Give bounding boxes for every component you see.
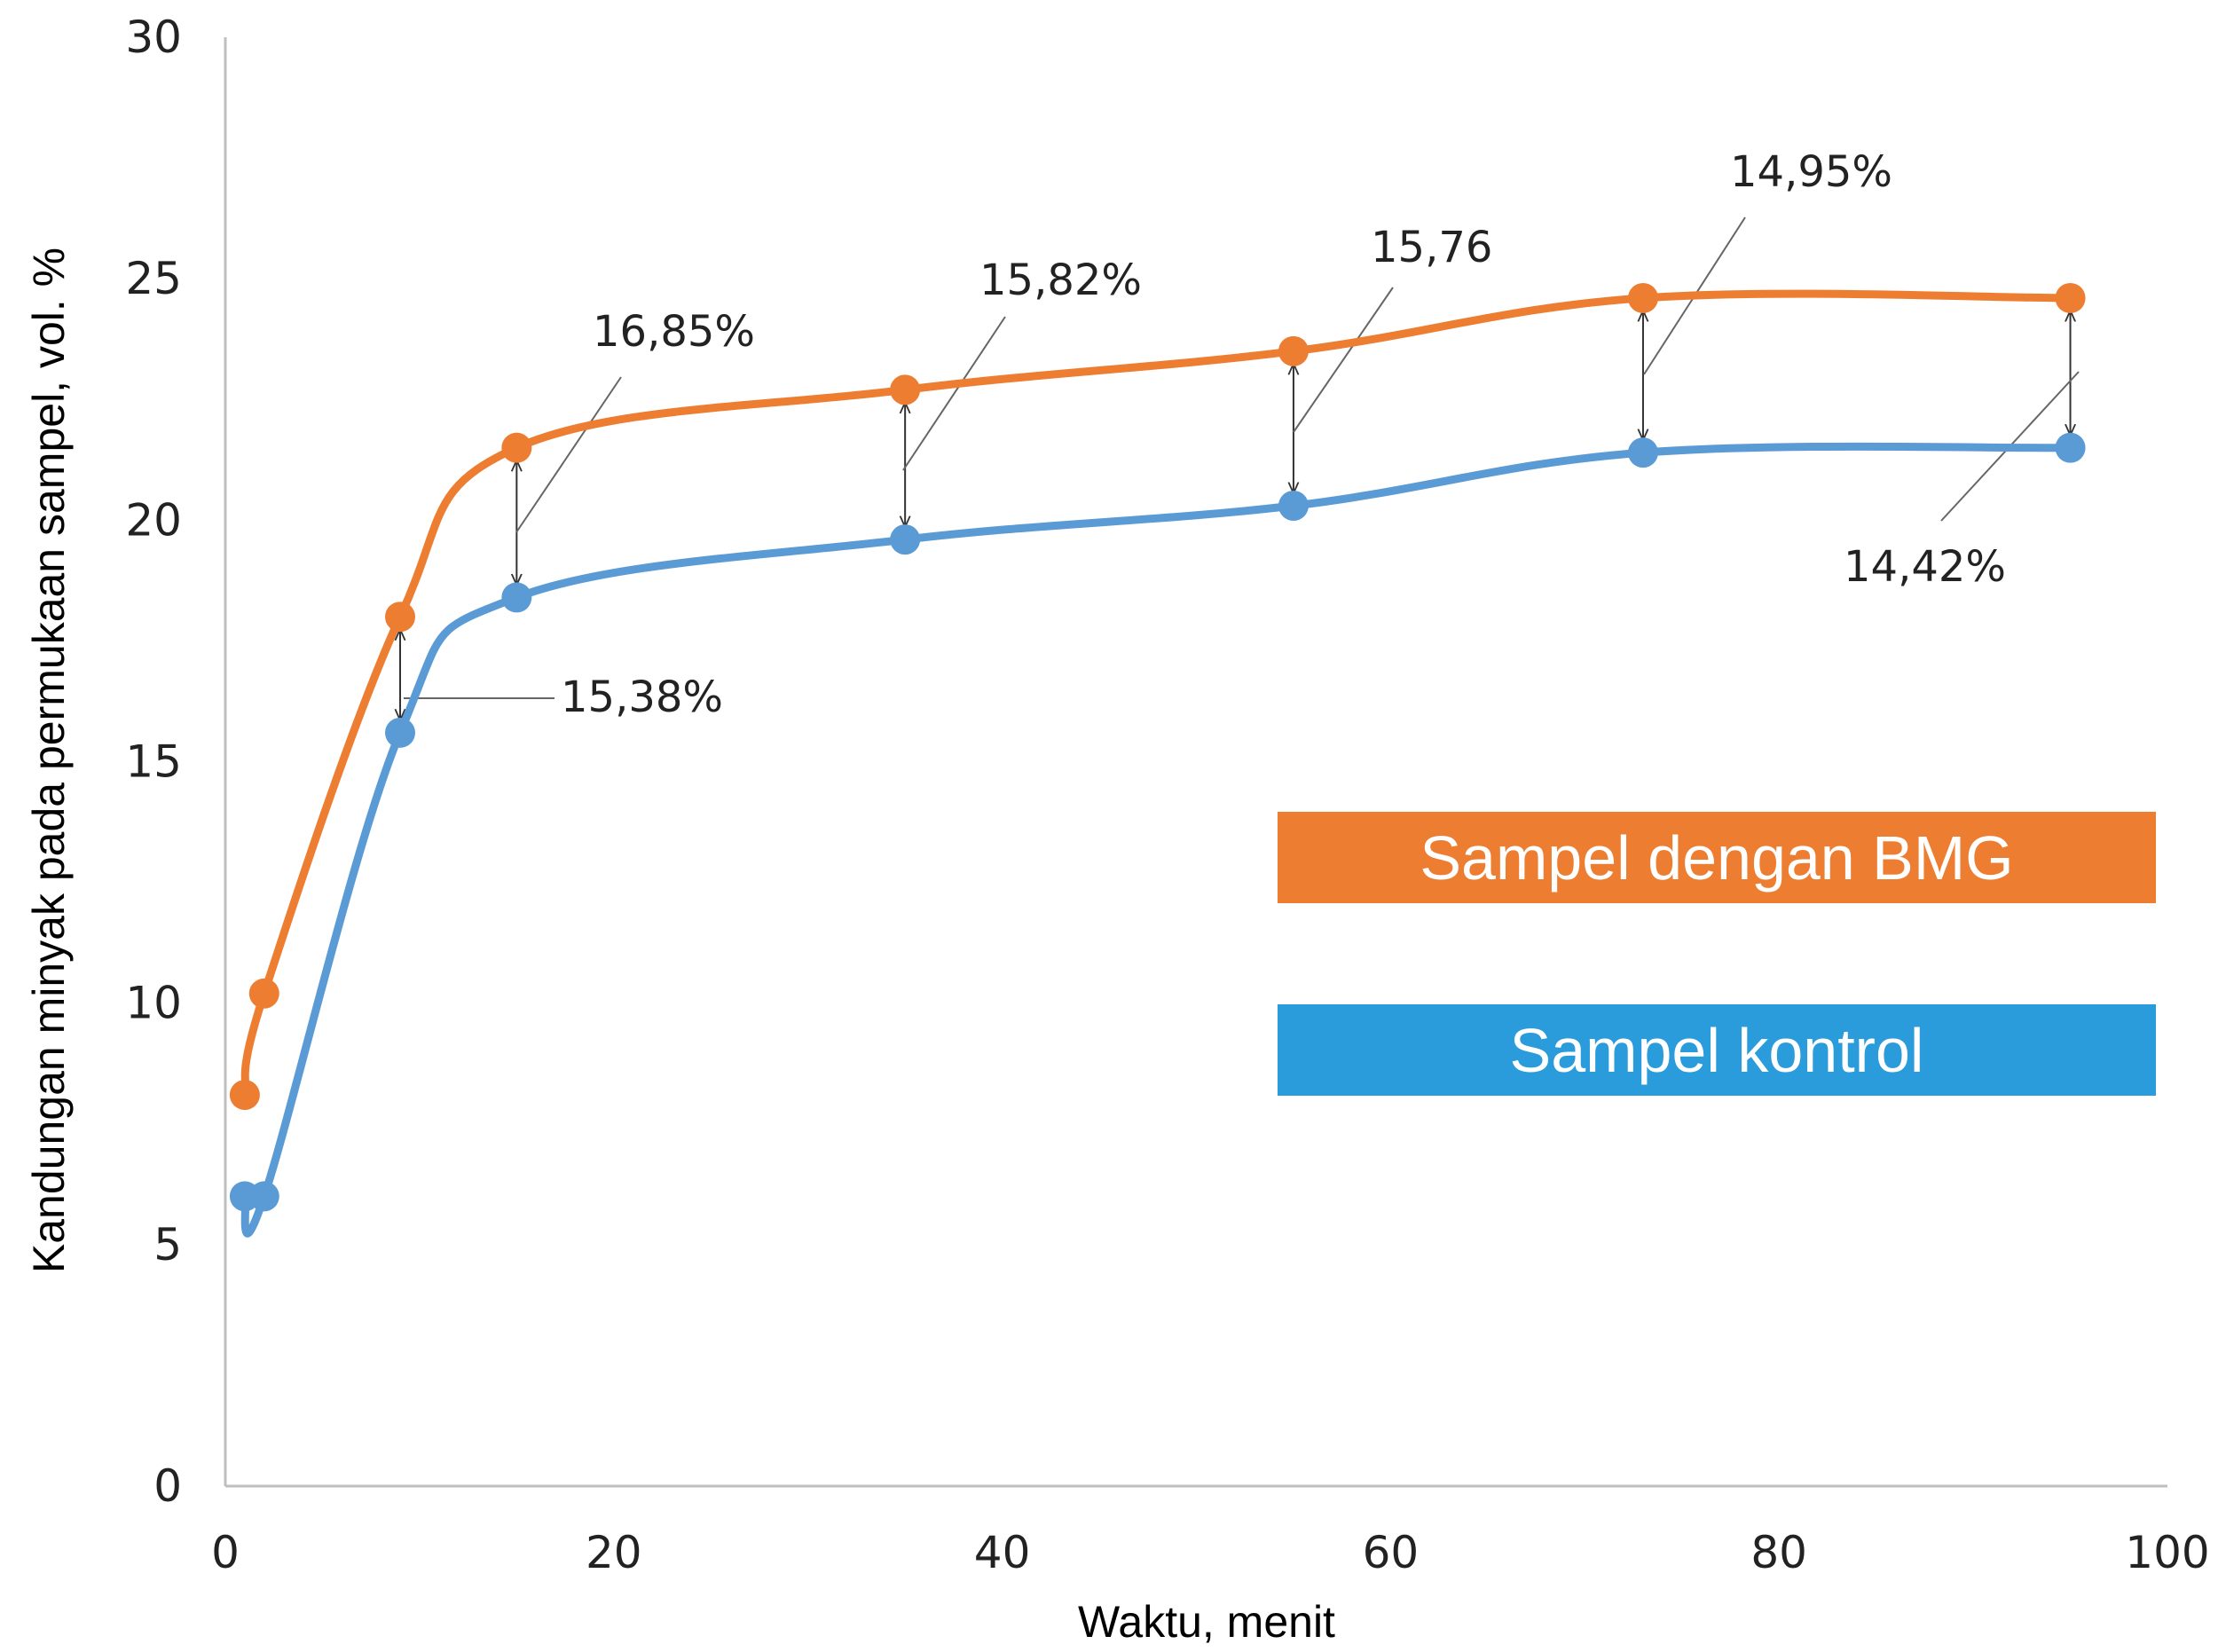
y-tick-label: 20: [125, 494, 182, 546]
data-point-bmg: [385, 602, 416, 633]
difference-annotation: 14,42%: [1844, 542, 2006, 592]
x-tick-labels: 0 20 40 60 80 100: [211, 1527, 2210, 1578]
x-axis-label: Waktu, menit: [1078, 1597, 1335, 1647]
data-point-kontrol: [248, 1181, 279, 1212]
annotation-labels: 15,38% 16,85% 15,82% 15,76 14,95% 14,42%: [561, 147, 2006, 722]
difference-annotation: 14,95%: [1730, 147, 1892, 197]
x-tick-label: 100: [2125, 1527, 2209, 1578]
data-point-kontrol: [890, 524, 921, 555]
y-tick-label: 15: [125, 736, 182, 788]
legend-label: Sampel kontrol: [1510, 1016, 1924, 1085]
series-line-kontrol: [240, 442, 2071, 1238]
data-point-kontrol: [385, 717, 416, 748]
data-point-bmg: [890, 374, 921, 405]
y-axis-label: Kandungan minyak pada permukaan sampel, …: [24, 248, 74, 1273]
y-tick-label: 10: [125, 978, 182, 1029]
legend-swatch-bmg: [1278, 812, 2156, 903]
legend-label: Sampel dengan BMG: [1420, 823, 2013, 893]
data-point-bmg: [248, 978, 279, 1009]
data-point-kontrol: [1278, 491, 1309, 522]
annotation-leader-line: [515, 376, 622, 533]
data-point-kontrol: [2055, 432, 2086, 463]
data-point-bmg: [229, 1080, 260, 1111]
x-tick-label: 0: [211, 1527, 240, 1578]
difference-annotation: 16,85%: [593, 307, 755, 357]
difference-annotation: 15,82%: [979, 256, 1142, 305]
legend: Sampel dengan BMG Sampel kontrol: [1278, 812, 2156, 1096]
y-tick-label: 0: [153, 1460, 182, 1512]
y-tick-label: 25: [125, 253, 182, 304]
x-tick-label: 60: [1363, 1527, 1420, 1578]
x-tick-label: 40: [974, 1527, 1031, 1578]
y-tick-label: 5: [153, 1219, 182, 1270]
annotation-leader-line: [1293, 287, 1394, 433]
axes: [224, 37, 2167, 1488]
x-tick-label: 80: [1750, 1527, 1807, 1578]
y-tick-labels: 0 5 10 15 20 25 30: [125, 12, 182, 1512]
series-line-bmg: [240, 289, 2071, 1096]
data-point-bmg: [1627, 282, 1658, 313]
annotation-leader-line: [902, 316, 1006, 471]
data-point-kontrol: [501, 582, 532, 613]
difference-annotation: 15,76: [1371, 223, 1492, 272]
series: [229, 282, 2086, 1238]
y-tick-label: 30: [125, 12, 182, 63]
data-point-bmg: [501, 432, 532, 463]
data-point-kontrol: [1627, 437, 1658, 468]
data-point-bmg: [1278, 335, 1309, 366]
data-point-bmg: [2055, 282, 2086, 313]
difference-annotation: 15,38%: [561, 673, 723, 722]
x-tick-label: 20: [586, 1527, 642, 1578]
legend-swatch-kontrol: [1278, 1004, 2156, 1096]
